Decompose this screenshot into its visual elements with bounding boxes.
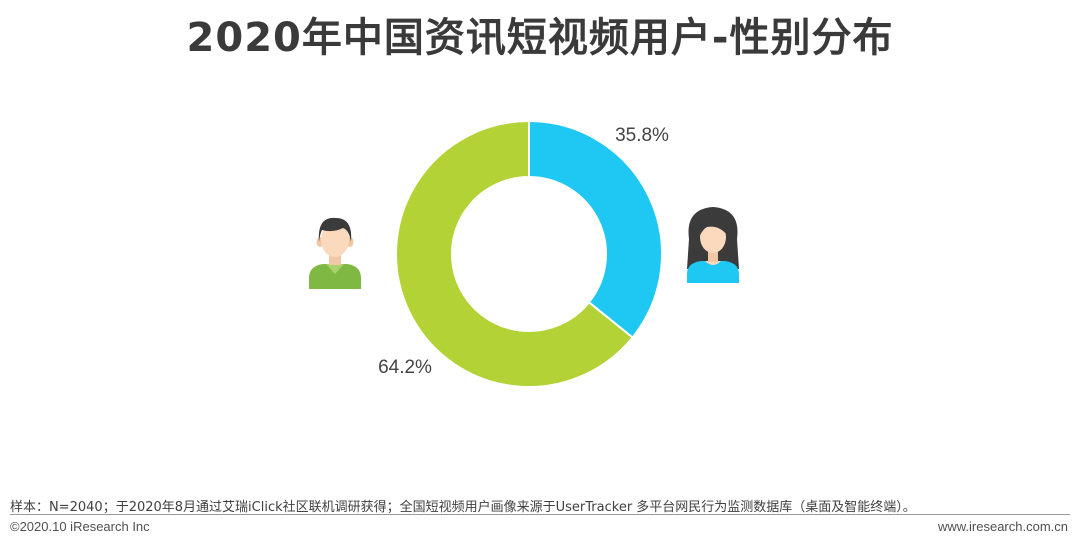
slice-data-label: 35.8% — [615, 125, 669, 146]
male-user-icon — [309, 217, 361, 289]
copyright: ©2020.10 iResearch Inc — [10, 519, 150, 534]
chart-title: 2020年中国资讯短视频用户-性别分布 — [186, 15, 894, 61]
donut-slice — [395, 119, 634, 388]
website-link[interactable]: www.iresearch.com.cn — [937, 519, 1068, 534]
donut-slice — [528, 119, 663, 339]
source-note: 样本：N=2040；于2020年8月通过艾瑞iClick社区联机调研获得；全国短… — [10, 500, 916, 515]
female-user-icon — [687, 207, 739, 283]
footer-divider — [10, 514, 1070, 515]
slice-data-label: 64.2% — [378, 357, 432, 378]
